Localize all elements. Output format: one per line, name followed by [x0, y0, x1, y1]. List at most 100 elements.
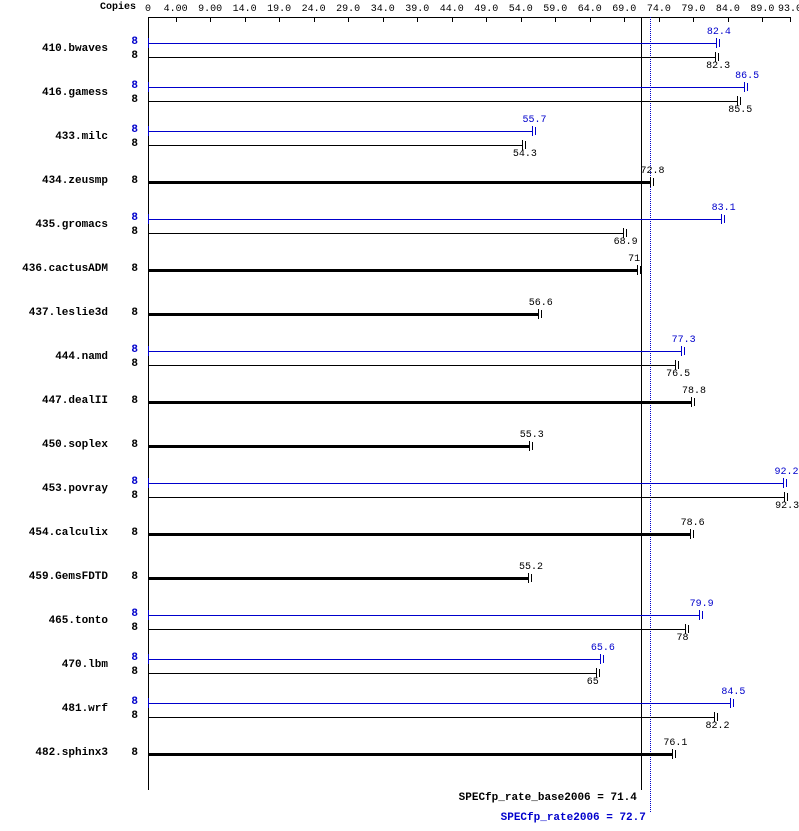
- value-base: 54.3: [513, 149, 537, 160]
- axis-tick-label: 64.0: [578, 4, 602, 15]
- bar-base: [148, 145, 523, 146]
- axis-tick: [486, 17, 487, 22]
- bar-end-peak: [699, 610, 700, 620]
- bar-end2-base: [541, 310, 542, 318]
- bar-start-base: [148, 96, 149, 106]
- axis-tick: [314, 17, 315, 22]
- value-base: 78.8: [682, 386, 706, 397]
- axis-tick: [383, 17, 384, 22]
- copies-base: 8: [0, 395, 138, 407]
- value-base: 55.3: [520, 430, 544, 441]
- axis-tick: [176, 17, 177, 22]
- bar-base: [148, 57, 716, 58]
- bar-end2-base: [675, 750, 676, 758]
- bar-peak: [148, 659, 601, 660]
- value-base: 76.5: [666, 369, 690, 380]
- bar-peak: [148, 219, 722, 220]
- copies-base: 8: [0, 263, 138, 275]
- bar-start-base: [148, 309, 149, 319]
- bar-end-peak: [783, 478, 784, 488]
- bar-end2-peak: [719, 39, 720, 47]
- bar-end-peak: [730, 698, 731, 708]
- axis-tick-label: 9.00: [198, 4, 222, 15]
- axis-tick: [348, 17, 349, 22]
- summary-base: SPECfp_rate_base2006 = 71.4: [0, 792, 637, 804]
- spec-chart: Copies04.009.0014.019.024.029.034.039.04…: [0, 0, 799, 831]
- bar-start-base: [148, 441, 149, 451]
- bar-start-peak: [148, 610, 149, 620]
- value-base: 78: [676, 633, 688, 644]
- bar-end-base: [538, 309, 539, 319]
- bar-end2-base: [694, 398, 695, 406]
- value-peak: 92.2: [774, 467, 798, 478]
- copies-peak: 8: [0, 80, 138, 92]
- bar-base: [148, 313, 539, 316]
- axis-tick: [245, 17, 246, 22]
- bar-end2-peak: [603, 655, 604, 663]
- value-base: 55.2: [519, 562, 543, 573]
- bar-end2-base: [532, 442, 533, 450]
- bar-start-peak: [148, 38, 149, 48]
- copies-peak: 8: [0, 696, 138, 708]
- value-base: 85.5: [728, 105, 752, 116]
- bar-start-base: [148, 668, 149, 678]
- summary-peak: SPECfp_rate2006 = 72.7: [0, 812, 646, 824]
- axis-tick: [624, 17, 625, 22]
- axis-tick-label: 69.0: [612, 4, 636, 15]
- bar-start-base: [148, 265, 149, 275]
- axis-tick: [452, 17, 453, 22]
- copies-peak: 8: [0, 344, 138, 356]
- bar-end-peak: [744, 82, 745, 92]
- value-base: 65: [587, 677, 599, 688]
- axis-tick: [555, 17, 556, 22]
- bar-start-base: [148, 228, 149, 238]
- bar-peak: [148, 131, 533, 132]
- axis-tick-label: 34.0: [371, 4, 395, 15]
- copies-header: Copies: [100, 2, 136, 13]
- axis-tick: [790, 17, 791, 22]
- value-peak: 86.5: [735, 71, 759, 82]
- bar-end-base: [672, 749, 673, 759]
- bar-end2-base: [653, 178, 654, 186]
- bar-start-peak: [148, 346, 149, 356]
- bar-end-peak: [721, 214, 722, 224]
- copies-base: 8: [0, 138, 138, 150]
- ref-line-base: [641, 17, 642, 790]
- bar-end-base: [650, 177, 651, 187]
- bar-base: [148, 445, 530, 448]
- bar-end2-peak: [733, 699, 734, 707]
- bar-end-base: [691, 397, 692, 407]
- bar-end2-base: [678, 361, 679, 369]
- bar-end2-peak: [747, 83, 748, 91]
- copies-peak: 8: [0, 212, 138, 224]
- axis-tick-label: 49.0: [474, 4, 498, 15]
- axis-tick-label: 59.0: [543, 4, 567, 15]
- bar-start-base: [148, 529, 149, 539]
- axis-tick-label: 44.0: [440, 4, 464, 15]
- copies-base: 8: [0, 622, 138, 634]
- axis-tick-label: 79.0: [681, 4, 705, 15]
- axis-tick: [590, 17, 591, 22]
- copies-base: 8: [0, 710, 138, 722]
- bar-end2-base: [718, 53, 719, 61]
- bar-start-base: [148, 360, 149, 370]
- value-base: 68.9: [614, 237, 638, 248]
- copies-base: 8: [0, 439, 138, 451]
- bar-end2-base: [717, 713, 718, 721]
- copies-peak: 8: [0, 36, 138, 48]
- bar-end2-base: [693, 530, 694, 538]
- bar-start-base: [148, 397, 149, 407]
- bar-end-peak: [600, 654, 601, 664]
- copies-base: 8: [0, 527, 138, 539]
- bar-start-peak: [148, 82, 149, 92]
- copies-peak: 8: [0, 124, 138, 136]
- axis-tick-label: 74.0: [647, 4, 671, 15]
- bar-end2-peak: [786, 479, 787, 487]
- bar-base: [148, 753, 673, 756]
- bar-end2-base: [525, 141, 526, 149]
- bar-end2-base: [599, 669, 600, 677]
- copies-base: 8: [0, 94, 138, 106]
- bar-start-base: [148, 712, 149, 722]
- axis-tick: [210, 17, 211, 22]
- axis-tick-label: 84.0: [716, 4, 740, 15]
